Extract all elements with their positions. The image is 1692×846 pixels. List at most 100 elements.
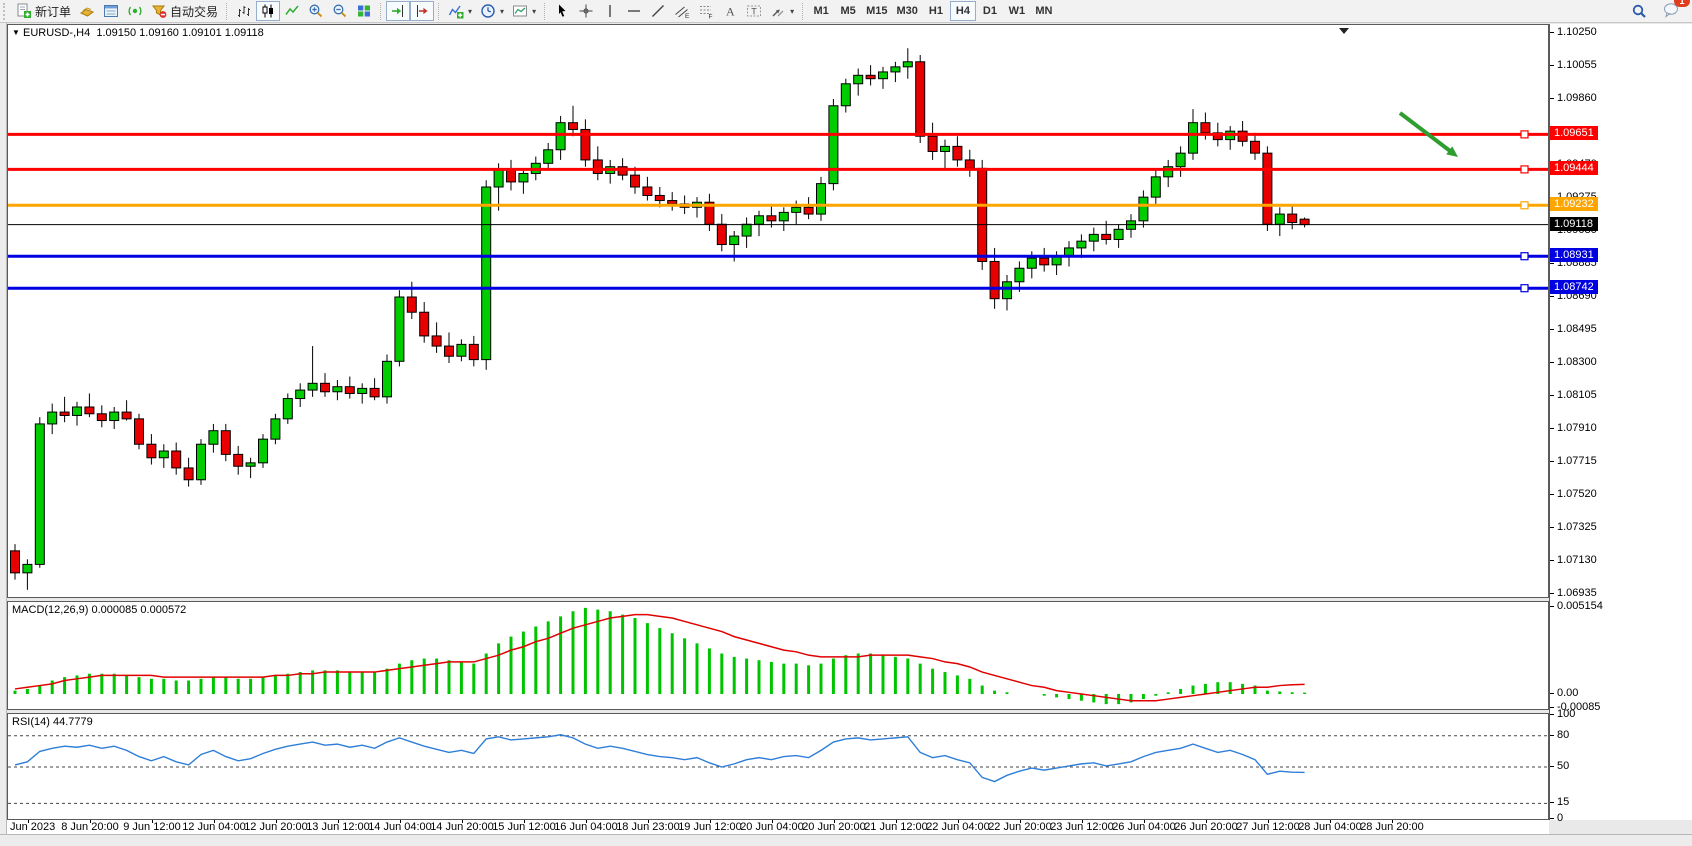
autotrading-icon bbox=[151, 3, 167, 19]
autotrading-button[interactable]: 自动交易 bbox=[147, 1, 222, 21]
time-label: 14 Jun 20:00 bbox=[430, 821, 494, 833]
price-level-label: 1.08931 bbox=[1550, 248, 1598, 263]
time-tick bbox=[338, 820, 339, 823]
charts-profile-button[interactable] bbox=[75, 1, 99, 21]
time-label: 8 Jun 20:00 bbox=[61, 821, 119, 833]
timeframe-d1-button[interactable]: D1 bbox=[977, 1, 1003, 21]
signal-icon bbox=[127, 3, 143, 19]
axis-label: 1.10055 bbox=[1557, 59, 1597, 71]
chat-icon bbox=[1662, 1, 1680, 18]
dropdown-arrow-icon: ▾ bbox=[532, 6, 537, 16]
vertical-line-button[interactable] bbox=[598, 1, 622, 21]
auto-scroll-button[interactable] bbox=[386, 1, 411, 21]
time-label: 26 Jun 04:00 bbox=[1112, 821, 1176, 833]
axis-label: 1.06935 bbox=[1557, 587, 1597, 599]
zoom-out-button[interactable] bbox=[328, 1, 352, 21]
crosshair-button[interactable] bbox=[574, 1, 598, 21]
axis-label: 1.07520 bbox=[1557, 488, 1597, 500]
chat-button[interactable] bbox=[1658, 0, 1684, 19]
arrows-button[interactable]: ▾ bbox=[766, 1, 798, 21]
axis-label: 1.08300 bbox=[1557, 356, 1597, 368]
chart-collapse-icon[interactable]: ▼ bbox=[12, 28, 20, 37]
rsi-pane[interactable]: RSI(14) 44.7779 bbox=[7, 713, 1549, 820]
rsi-svg[interactable] bbox=[8, 714, 1548, 819]
timeframe-w1-button[interactable]: W1 bbox=[1004, 1, 1030, 21]
periods-icon bbox=[480, 3, 496, 19]
time-tick bbox=[28, 820, 29, 823]
time-tick bbox=[1206, 820, 1207, 823]
trendline-button[interactable] bbox=[646, 1, 670, 21]
time-label: 20 Jun 04:00 bbox=[740, 821, 804, 833]
axis-label: 1.09860 bbox=[1557, 92, 1597, 104]
axis-label: 1.07325 bbox=[1557, 521, 1597, 533]
arrows-icon bbox=[770, 3, 786, 19]
timeframe-m5-button[interactable]: M5 bbox=[835, 1, 861, 21]
time-label: 21 Jun 12:00 bbox=[864, 821, 928, 833]
indicators-button[interactable]: ▾ bbox=[444, 1, 476, 21]
time-tick bbox=[1330, 820, 1331, 823]
timeframe-h1-button[interactable]: H1 bbox=[923, 1, 949, 21]
bar-chart-button[interactable] bbox=[232, 1, 256, 21]
toolbar-separator bbox=[544, 2, 546, 20]
templates-button[interactable]: ▾ bbox=[508, 1, 540, 21]
timeframe-m30-button[interactable]: M30 bbox=[893, 1, 922, 21]
price-chart-pane[interactable]: ▼ EURUSD-,H4 1.09150 1.09160 1.09101 1.0… bbox=[7, 24, 1549, 598]
axis-tick bbox=[1550, 263, 1554, 264]
toolbar-separator bbox=[438, 2, 440, 20]
search-button[interactable] bbox=[1627, 1, 1652, 21]
market-watch-button[interactable] bbox=[99, 1, 123, 21]
tile-windows-button[interactable] bbox=[352, 1, 376, 21]
window-bottom-edge bbox=[0, 834, 1692, 846]
chart-shift-button[interactable] bbox=[410, 1, 435, 21]
time-label: 8 Jun 2023 bbox=[7, 821, 56, 833]
price-chart-svg[interactable] bbox=[8, 25, 1548, 597]
price-level-label: 1.09118 bbox=[1550, 216, 1598, 231]
time-label: 22 Jun 04:00 bbox=[926, 821, 990, 833]
fibonacci-icon: F bbox=[698, 3, 714, 19]
candlestick-chart-button[interactable] bbox=[256, 1, 281, 21]
horizontal-line-button[interactable] bbox=[622, 1, 646, 21]
line-chart-icon bbox=[284, 3, 300, 19]
axis-label: 1.07715 bbox=[1557, 455, 1597, 467]
zoom-in-button[interactable] bbox=[304, 1, 328, 21]
time-label: 13 Jun 12:00 bbox=[306, 821, 370, 833]
fibonacci-button[interactable]: F bbox=[694, 1, 718, 21]
time-label: 28 Jun 20:00 bbox=[1360, 821, 1424, 833]
timeframe-m15-button[interactable]: M15 bbox=[862, 1, 891, 21]
new-order-button[interactable]: 新订单 bbox=[12, 1, 75, 21]
axis-tick bbox=[1550, 818, 1554, 819]
time-tick bbox=[152, 820, 153, 823]
equidistant-channel-button[interactable]: E bbox=[670, 1, 694, 21]
auto-scroll-icon bbox=[390, 3, 406, 19]
axis-tick bbox=[1550, 593, 1554, 594]
axis-tick bbox=[1550, 693, 1554, 694]
timeframe-mn-button[interactable]: MN bbox=[1031, 1, 1057, 21]
macd-pane[interactable]: MACD(12,26,9) 0.000085 0.000572 bbox=[7, 601, 1549, 710]
periods-button[interactable]: ▾ bbox=[476, 1, 508, 21]
line-chart-button[interactable] bbox=[280, 1, 304, 21]
time-tick bbox=[1268, 820, 1269, 823]
macd-svg[interactable] bbox=[8, 602, 1548, 709]
axis-label: 15 bbox=[1557, 796, 1570, 809]
notification-badge[interactable]: 1 bbox=[1674, 0, 1690, 8]
bar-chart-icon bbox=[236, 3, 252, 19]
price-level-label: 1.09232 bbox=[1550, 197, 1598, 212]
text-button[interactable]: A bbox=[718, 1, 742, 21]
dropdown-arrow-icon: ▾ bbox=[468, 6, 473, 16]
cursor-button[interactable] bbox=[550, 1, 574, 21]
trend-arrow-annotation bbox=[1398, 111, 1454, 155]
timeframe-m1-button[interactable]: M1 bbox=[808, 1, 834, 21]
new-order-label: 新订单 bbox=[35, 4, 72, 19]
time-tick bbox=[958, 820, 959, 823]
timeframe-h4-button[interactable]: H4 bbox=[949, 1, 976, 21]
time-tick bbox=[834, 820, 835, 823]
trendline-icon bbox=[650, 3, 666, 19]
text-label-button[interactable]: T bbox=[742, 1, 766, 21]
price-axis[interactable]: 1.102501.100551.098601.096651.094701.092… bbox=[1549, 24, 1692, 824]
timeframe-toolbar: M1 M5 M15 M30 H1 H4 D1 W1 MN bbox=[808, 1, 1057, 21]
time-tick bbox=[648, 820, 649, 823]
time-tick bbox=[90, 820, 91, 823]
axis-tick bbox=[1550, 766, 1554, 767]
signal-button[interactable] bbox=[123, 1, 147, 21]
